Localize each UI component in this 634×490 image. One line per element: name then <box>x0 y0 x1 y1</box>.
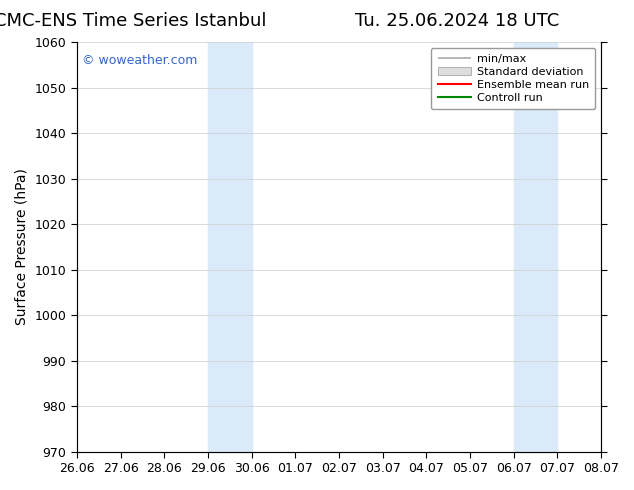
Text: Tu. 25.06.2024 18 UTC: Tu. 25.06.2024 18 UTC <box>355 12 559 30</box>
Bar <box>514 42 557 452</box>
Text: CMC-ENS Time Series Istanbul: CMC-ENS Time Series Istanbul <box>0 12 266 30</box>
Legend: min/max, Standard deviation, Ensemble mean run, Controll run: min/max, Standard deviation, Ensemble me… <box>431 48 595 109</box>
Bar <box>208 42 252 452</box>
Text: © woweather.com: © woweather.com <box>82 54 197 67</box>
Y-axis label: Surface Pressure (hPa): Surface Pressure (hPa) <box>15 169 29 325</box>
